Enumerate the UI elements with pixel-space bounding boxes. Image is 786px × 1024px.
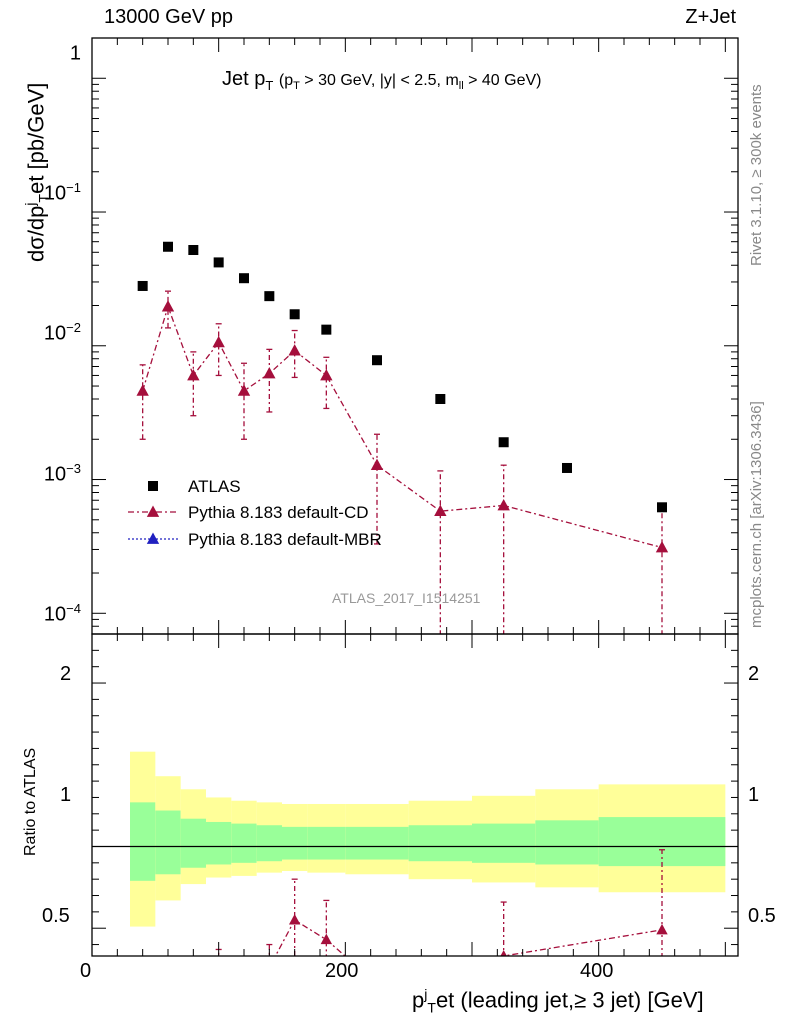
title-cuts-sub: T [293,80,300,93]
ylabel-a: dσ/dp [23,205,49,262]
title-cuts-rest: > 30 GeV, |y| < 2.5, m [299,72,459,89]
green-band-bin [345,826,409,860]
green-band-bin [155,810,181,875]
atlas-point [188,245,199,256]
title-cuts-end: > 40 GeV) [463,72,542,89]
ytick-label-1: 10−1 [43,180,81,205]
xlabel-sup: j [424,986,428,1002]
title-cuts-sub2: ll [458,80,464,93]
legend-cd-marker [146,505,160,517]
atlas-point [372,355,382,366]
title-cuts: (p [278,72,294,89]
ratio-cd-point [213,963,224,974]
legend-label-cd: Pythia 8.183 default-CD [188,503,369,522]
title-main: Jet p [222,68,266,90]
ratio-ytick-left-05: 0.5 [42,905,70,927]
legend-markers [128,481,178,544]
ratio-ytick-left-2: 2 [60,663,72,685]
ylabel-sup: j [22,202,38,206]
x-axis-title: pjTet (leading jet,≥ 3 jet) [GeV] [412,986,704,1016]
green-band-bin [408,825,472,862]
main-series [136,241,669,634]
legend-label-atlas: ATLAS [188,477,241,496]
green-band-bin [130,802,156,881]
atlas-point [435,393,446,404]
ytick-label-0: 1 [69,42,81,65]
cd-point [263,367,276,379]
ratio-frame [91,633,739,957]
green-band-bin [472,823,536,863]
ratio-cd-point [656,923,668,935]
atlas-point [213,257,224,268]
legend-label-mbr: Pythia 8.183 default-MBR [188,530,382,549]
atlas-point [498,437,509,448]
axis-ticks [91,37,738,956]
axes-frame [91,37,739,957]
green-band-bin [282,826,308,860]
ratio-cd-point [320,933,333,945]
header-right: Z+Jet [685,6,736,28]
xlabel-b: et (leading jet,≥ 3 jet) [GeV] [435,987,704,1013]
ytick-label-2: 10−2 [43,320,81,345]
xlabel-a: p [412,987,425,1013]
cd-point [288,344,301,356]
cd-point [136,384,149,396]
ratio-ytick-right-2: 2 [748,663,760,685]
atlas-point [562,462,572,473]
legend-mbr-marker [146,532,160,544]
ylabel-b: et [pb/GeV] [23,82,49,194]
cd-point [370,458,384,471]
green-band-bin [180,818,206,868]
green-band-bin [206,821,232,865]
xtick-label-400: 400 [580,960,614,982]
ratio-cd-point [238,981,249,992]
ratio-uncertainty-bands [130,751,726,927]
atlas-point [657,502,667,513]
cd-point [161,300,175,312]
green-band-bin [307,826,346,860]
ratio-cd-point [264,961,275,972]
ytick-label-4: 10−4 [43,601,81,626]
xtick-label-0: 0 [80,960,92,982]
xtick-label-200: 200 [325,960,359,982]
atlas-point [239,273,249,284]
atlas-point [163,241,173,252]
cd-point [434,504,447,517]
ratio-ytick-left-1: 1 [60,784,72,806]
ratio-cd-point [371,978,382,989]
ratio-y-axis-title: Ratio to ATLAS [22,747,39,856]
cd-point [237,384,251,396]
ratio-ytick-right-1: 1 [748,784,760,806]
green-band-bin [231,823,257,863]
cd-point [187,368,200,381]
cd-point [655,541,669,553]
ratio-ytick-right-05: 0.5 [748,905,776,927]
green-band-bin [535,820,599,865]
rivet-version-label: Rivet 3.1.10, ≥ 300k events [748,84,765,266]
legend-atlas-marker [148,481,158,491]
green-band-bin [256,825,282,862]
cd-point [497,498,510,511]
title-sub: T [265,78,274,93]
main-y-axis-title: dσ/dpjTet [pb/GeV] [22,83,52,262]
analysis-watermark: ATLAS_2017_I1514251 [332,590,481,606]
ytick-label-3: 10−3 [43,461,81,486]
atlas-point [137,280,148,291]
atlas-point [264,291,275,302]
ratio-cd-point [500,950,507,956]
panel-title: Jet pT (pT > 30 GeV, |y| < 2.5, mll > 40… [222,68,541,93]
atlas-point [289,309,300,320]
ratio-points [213,849,668,992]
atlas-point [321,324,332,335]
cd-point [212,335,225,348]
xlabel-sub: T [427,999,436,1016]
cd-point [320,368,333,381]
mcplots-label: mcplots.cern.ch [arXiv:1306.3436] [748,401,765,628]
ratio-cd-point [288,914,301,925]
header-left: 13000 GeV pp [104,6,233,28]
